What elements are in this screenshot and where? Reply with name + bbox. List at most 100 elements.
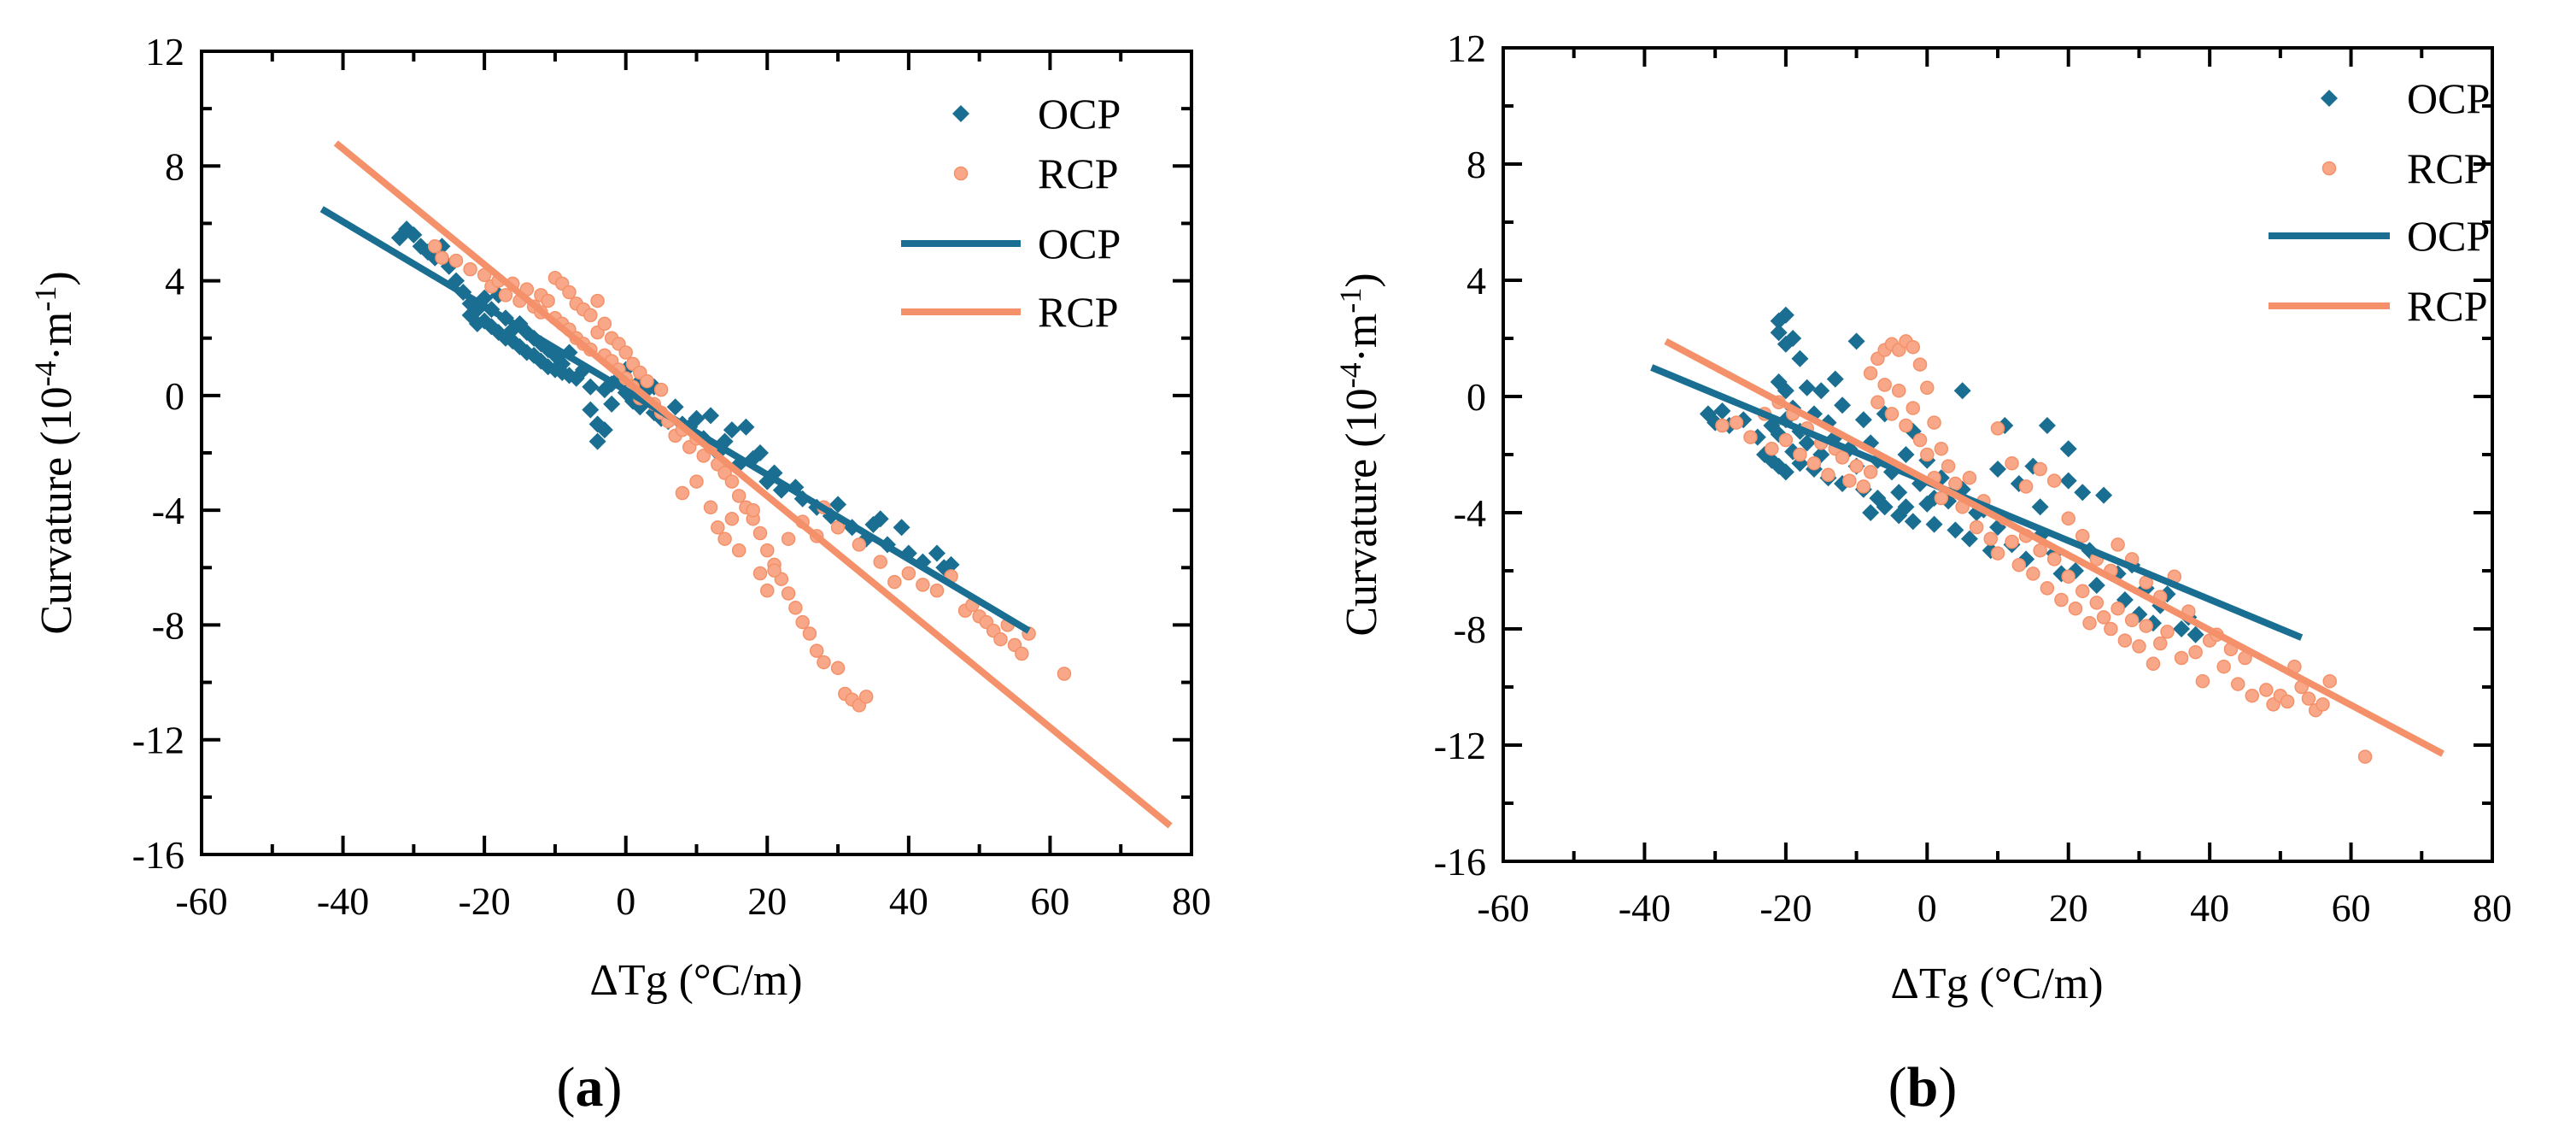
rcp-point-b (1891, 383, 1906, 398)
rcp-point-a (916, 578, 930, 592)
ocp-point-b (1897, 446, 1915, 463)
rcp-point-a (689, 474, 704, 489)
rcp-point-b (1912, 357, 1928, 372)
ocp-point-b (1784, 330, 1802, 347)
x-axis-title-a: ΔTg (°C/m) (589, 956, 802, 1005)
ocp-point-a (752, 444, 770, 461)
y-tick-label-b: -12 (1434, 724, 1486, 767)
rcp-point-a (901, 566, 916, 581)
rcp-point-b (2046, 473, 2062, 488)
rcp-point-b (2104, 621, 2118, 637)
y-tick-label-b: -16 (1434, 840, 1486, 884)
rcp-point-a (760, 543, 775, 558)
rcp-point-b (2280, 694, 2295, 709)
rcp-point-b (1729, 415, 1744, 430)
y-tick-label-b: -8 (1454, 608, 1486, 651)
x-tick-label-b: -60 (1477, 886, 1529, 930)
ocp-point-a (688, 409, 705, 427)
rcp-point-a (583, 308, 598, 323)
legend-label-ocp-marker-a: OCP (1038, 90, 1121, 138)
rcp-point-b (1863, 366, 1878, 381)
rcp-fit-line-a (333, 140, 1173, 829)
rcp-point-b (1849, 459, 1864, 473)
ocp-point-b (1798, 379, 1816, 396)
rcp-point-a (873, 555, 887, 569)
rcp-point-b (1927, 415, 1941, 430)
ocp-point-b (1897, 498, 1915, 516)
legend-rcp-marker-b (2321, 161, 2337, 176)
ocp-point-b (2187, 625, 2204, 643)
rcp-point-a (731, 543, 746, 558)
rcp-point-a (746, 502, 760, 518)
y-axis-title-part-a: -1 (28, 286, 62, 312)
x-tick-label-a: -60 (175, 879, 227, 923)
rcp-point-b (2152, 636, 2168, 651)
ocp-point-a (666, 398, 684, 416)
y-tick-label-b: 8 (1467, 143, 1486, 186)
rcp-point-a (1015, 646, 1029, 661)
ocp-point-a (595, 421, 613, 439)
ocp-point-b (1904, 513, 1922, 531)
ocp-point-b (1735, 411, 1753, 429)
y-axis-title-part-a: ) (32, 271, 81, 285)
y-tick-label-a: -16 (132, 833, 184, 877)
rcp-point-b (1765, 441, 1779, 456)
ocp-point-b (1847, 332, 1865, 350)
legend-label-rcp-line-b: RCP (2407, 282, 2488, 330)
legend-ocp-marker-a (952, 105, 969, 122)
rcp-point-a (830, 661, 846, 676)
x-tick-label-a: 20 (747, 879, 787, 923)
rcp-point-a (731, 489, 746, 503)
ocp-point-a (588, 432, 606, 450)
rcp-point-b (1806, 455, 1822, 471)
ocp-point-b (1777, 335, 1794, 353)
rcp-point-a (830, 520, 846, 535)
rcp-point-a (717, 531, 732, 546)
rcp-point-a (993, 631, 1008, 647)
rcp-point-a (781, 531, 796, 546)
ocp-point-b (1953, 382, 1971, 400)
legend-label-ocp-line-b: OCP (2407, 212, 2490, 260)
ocp-point-b (1812, 382, 1830, 400)
rcp-point-b (2005, 455, 2019, 471)
rcp-point-a (675, 485, 690, 501)
y-axis-title-b: Curvature (10-4·m-1) (1333, 273, 1386, 636)
rcp-point-b (2315, 697, 2330, 712)
x-tick-label-b: 20 (2049, 886, 2088, 930)
rcp-point-b (1884, 407, 1900, 421)
rcp-point-a (427, 239, 442, 254)
legend-label-ocp-marker-b: OCP (2407, 74, 2490, 122)
ocp-point-a (942, 555, 960, 573)
ocp-point-a (405, 226, 423, 244)
rcp-point-b (2322, 673, 2338, 689)
rcp-point-b (1863, 465, 1878, 479)
rcp-point-a (795, 614, 810, 630)
rcp-point-b (1743, 430, 1758, 444)
rcp-point-b (2075, 528, 2090, 543)
rcp-point-b (1871, 395, 1885, 410)
rcp-point-b (1990, 546, 2005, 561)
rcp-point-b (1877, 378, 1892, 392)
x-tick-label-a: -20 (458, 879, 510, 923)
rcp-point-a (448, 253, 464, 268)
rcp-point-b (1821, 467, 1835, 483)
panel-label-a: (a) (556, 1056, 623, 1119)
rcp-point-a (781, 586, 796, 601)
rcp-point-b (2033, 543, 2047, 558)
y-tick-label-a: -12 (132, 719, 184, 762)
rcp-point-b (2245, 688, 2260, 703)
y-tick-label-a: 12 (145, 30, 184, 73)
rcp-point-b (2011, 557, 2027, 572)
ocp-point-b (2087, 577, 2105, 594)
y-tick-label-b: 4 (1467, 259, 1486, 302)
rcp-point-a (653, 382, 669, 397)
ocp-point-a (871, 510, 889, 528)
rcp-point-b (2040, 581, 2055, 596)
rcp-point-a (597, 316, 612, 332)
rcp-point-b (2195, 673, 2210, 689)
x-tick-label-a: 0 (616, 879, 635, 923)
x-tick-label-a: 40 (889, 879, 928, 923)
rcp-point-a (929, 583, 945, 598)
ocp-point-b (2031, 498, 2049, 516)
rcp-point-b (2089, 596, 2105, 610)
